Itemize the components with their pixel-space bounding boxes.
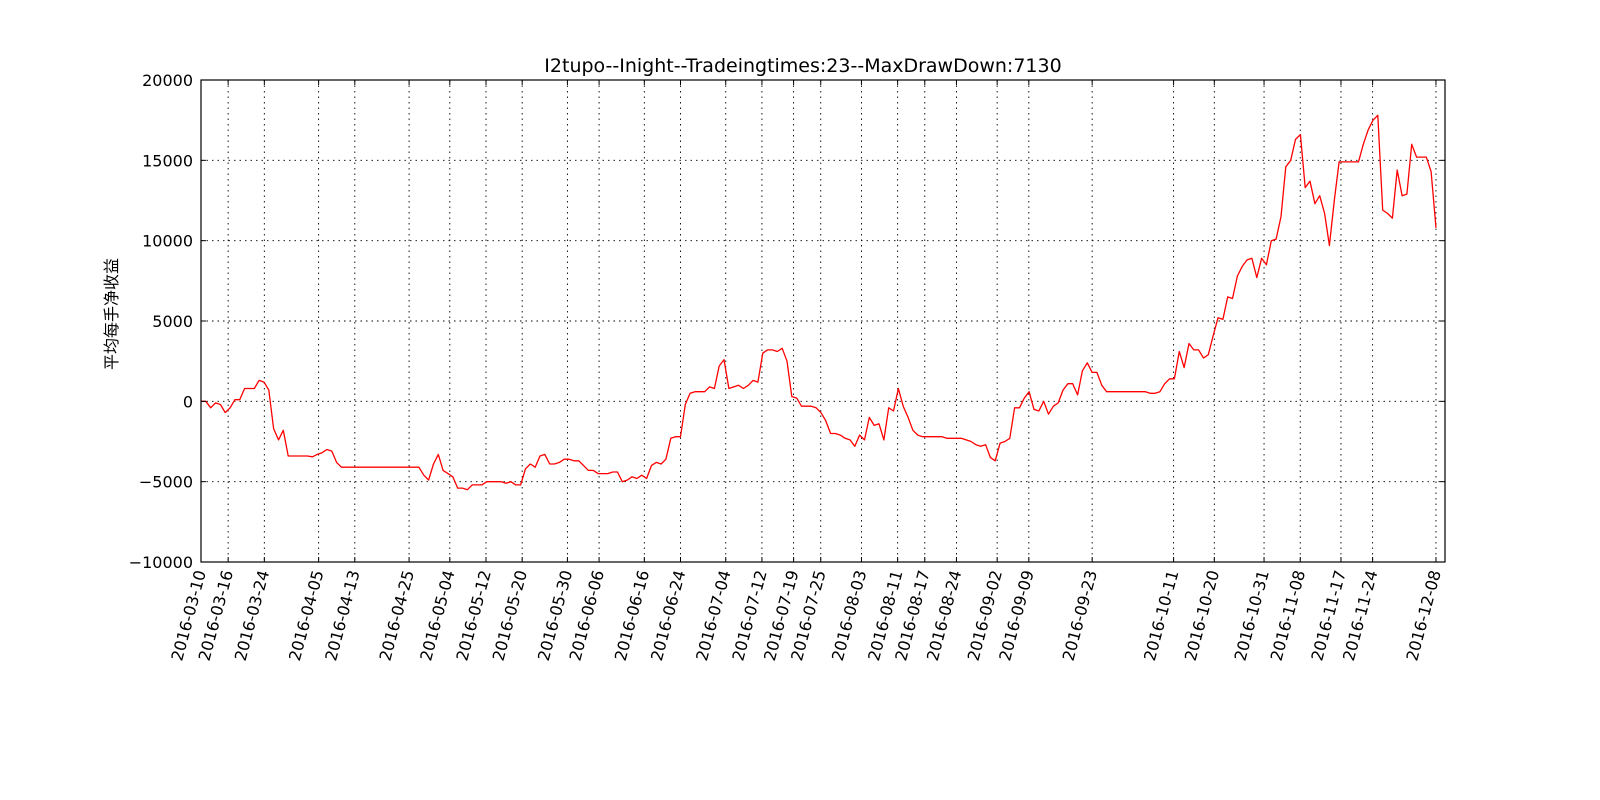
y-tick-label: 5000 <box>152 312 193 331</box>
y-tick-label: 20000 <box>142 71 193 90</box>
y-tick-labels: −10000 −5000 0 5000 10000 15000 20000 <box>129 71 193 572</box>
axis-ticks <box>200 79 1445 563</box>
series-line-0 <box>201 114 1437 491</box>
x-tick-label: 2016-05-20 <box>489 568 531 663</box>
x-tick-label: 2016-04-25 <box>376 568 418 663</box>
x-tick-label: 2016-10-31 <box>1230 568 1272 663</box>
x-tick-label: 2016-03-24 <box>231 568 273 663</box>
x-tick-label: 2016-07-04 <box>692 568 734 663</box>
x-tick-label: 2016-10-11 <box>1140 568 1182 663</box>
x-tick-label: 2016-05-12 <box>452 568 494 663</box>
x-tick-label: 2016-09-23 <box>1059 568 1101 663</box>
x-tick-label: 2016-06-24 <box>647 568 689 663</box>
grid-lines <box>201 80 1445 562</box>
y-tick-label: 0 <box>183 392 193 411</box>
x-tick-label: 2016-10-20 <box>1181 568 1223 663</box>
y-tick-label: 15000 <box>142 151 193 170</box>
y-tick-label: −5000 <box>139 473 193 492</box>
y-axis-label: 平均每手净收益 <box>102 258 121 370</box>
x-tick-label: 2016-06-16 <box>611 568 653 663</box>
x-tick-label: 2016-08-03 <box>828 568 870 663</box>
x-tick-label: 2016-12-08 <box>1402 568 1444 663</box>
x-tick-label: 2016-05-04 <box>416 568 458 663</box>
x-tick-label: 2016-04-13 <box>321 568 363 663</box>
y-tick-label: −10000 <box>129 553 193 572</box>
series-layer <box>201 114 1437 491</box>
x-tick-label: 2016-04-05 <box>285 568 327 663</box>
y-tick-label: 10000 <box>142 232 193 251</box>
chart-title: I2tupo--Inight--Tradeingtimes:23--MaxDra… <box>544 55 1061 77</box>
x-tick-label: 2016-11-08 <box>1267 568 1309 663</box>
